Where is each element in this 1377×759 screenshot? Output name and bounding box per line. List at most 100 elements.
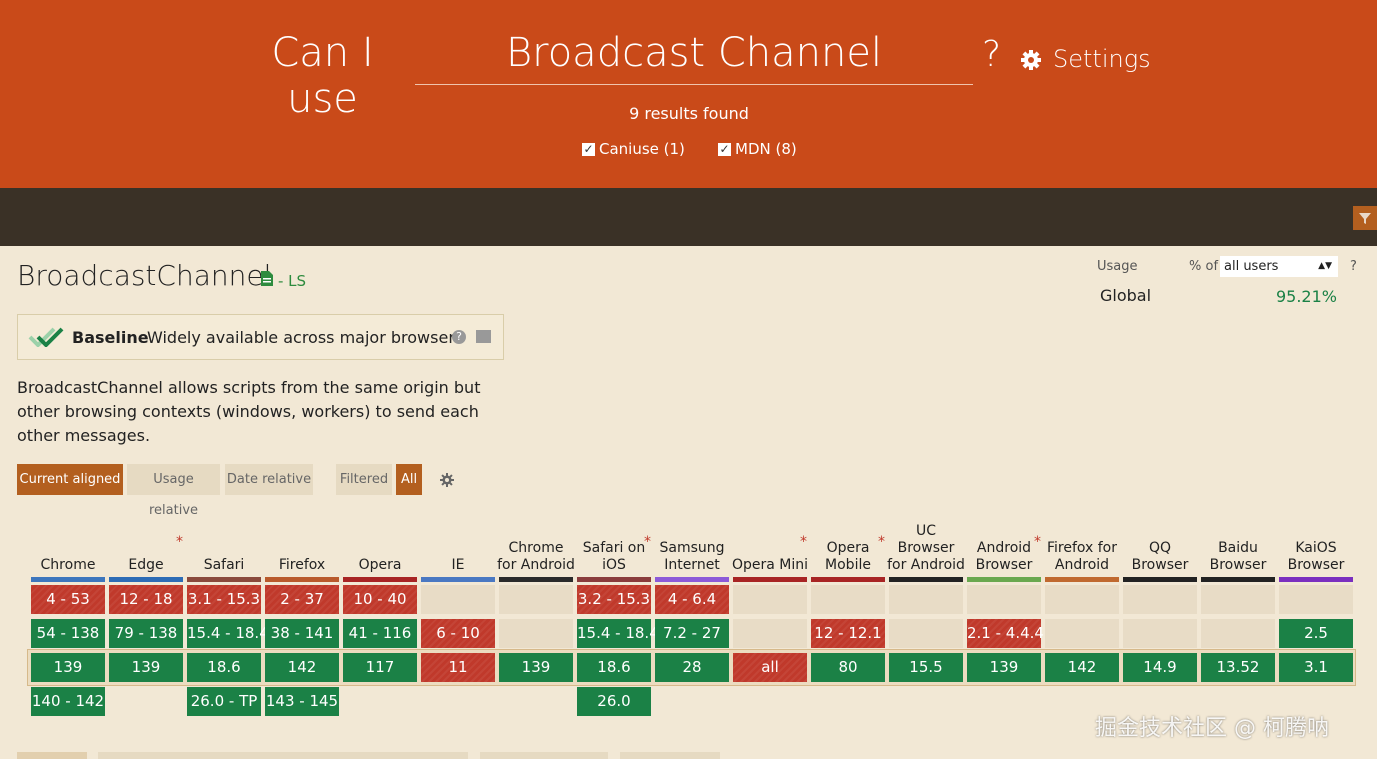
support-cell[interactable]: 26.0	[577, 687, 651, 716]
usage-select[interactable]: all users ▲▼	[1220, 256, 1338, 277]
settings[interactable]: Settings	[1053, 45, 1151, 73]
browser-name: Safari on iOS	[582, 540, 646, 573]
browser-header[interactable]: Firefox	[263, 500, 341, 574]
browser-header[interactable]: Safari on iOS *	[575, 500, 653, 574]
help[interactable]: ?	[982, 34, 1002, 75]
filter-button[interactable]	[1353, 206, 1377, 230]
header: Can I use Broadcast Channel ? Settings 9…	[0, 0, 1377, 188]
browser-header[interactable]: QQ Browser	[1121, 500, 1199, 574]
empty-cell	[1279, 585, 1353, 614]
support-cell[interactable]: 2.1 - 4.4.4	[967, 619, 1044, 648]
support-cell[interactable]: 12 - 18	[109, 585, 183, 614]
support-cell[interactable]: 3.1	[1279, 653, 1353, 682]
feature-description: BroadcastChannel allows scripts from the…	[17, 378, 481, 445]
browser-header[interactable]: KaiOS Browser	[1277, 500, 1355, 574]
support-cell[interactable]: all	[733, 653, 807, 682]
search-input[interactable]: Broadcast Channel	[415, 30, 973, 85]
support-cell[interactable]: 79 - 138	[109, 619, 183, 648]
lower-tab	[620, 752, 720, 759]
tab[interactable]: Usage relative	[127, 464, 220, 518]
filter-mdn[interactable]: ✓ MDN (8)	[718, 140, 797, 158]
browser-bar	[577, 577, 651, 582]
spec-status: - LS	[278, 272, 307, 290]
empty-cell	[499, 585, 573, 614]
browser-header[interactable]: Edge *	[107, 500, 185, 574]
browser-header[interactable]: Opera	[341, 500, 419, 574]
filter-tab[interactable]: Filtered	[336, 464, 392, 495]
browser-header[interactable]: UC Browser for Android	[887, 500, 965, 574]
browser-header[interactable]: Chrome for Android	[497, 500, 575, 574]
browser-bar	[1045, 577, 1119, 582]
browser-header[interactable]: Android Browser *	[965, 500, 1043, 574]
filter-tab[interactable]: All	[396, 464, 422, 495]
support-cell[interactable]: 143 - 145	[265, 687, 339, 716]
support-cell[interactable]: 140 - 142	[31, 687, 105, 716]
browser-name: Opera	[358, 557, 402, 573]
browser-header[interactable]: Opera Mini *	[731, 500, 809, 574]
browser-header[interactable]: Samsung Internet	[653, 500, 731, 574]
support-cell[interactable]: 15.4 - 18.4	[577, 619, 659, 648]
support-cell[interactable]: 2.5	[1279, 619, 1353, 648]
support-cell[interactable]: 54 - 138	[31, 619, 105, 648]
brand[interactable]: Can I use	[271, 30, 374, 122]
support-cell[interactable]: 12 - 12.1	[811, 619, 885, 648]
note-marker: *	[644, 534, 651, 550]
support-cell[interactable]: 2 - 37	[265, 585, 339, 614]
support-cell[interactable]: 7.2 - 27	[655, 619, 729, 648]
support-cell[interactable]: 13.52	[1201, 653, 1275, 682]
empty-cell	[1201, 619, 1275, 648]
browser-header[interactable]: Opera Mobile *	[809, 500, 887, 574]
browser-header[interactable]: IE	[419, 500, 497, 574]
browser-header[interactable]: Safari	[185, 500, 263, 574]
support-cell[interactable]: 11	[421, 653, 495, 682]
browser-bar	[889, 577, 963, 582]
browser-name: Firefox for Android	[1046, 540, 1118, 573]
support-cell[interactable]: 10 - 40	[343, 585, 417, 614]
support-cell[interactable]: 80	[811, 653, 885, 682]
support-cell[interactable]: 139	[499, 653, 573, 682]
usage-help[interactable]: ?	[1350, 259, 1357, 274]
support-cell[interactable]: 142	[265, 653, 339, 682]
support-cell[interactable]: 41 - 116	[343, 619, 417, 648]
support-cell[interactable]: 15.4 - 18.4	[187, 619, 269, 648]
support-cell[interactable]: 139	[31, 653, 105, 682]
browser-bar	[733, 577, 807, 582]
browser-bar	[1279, 577, 1353, 582]
browser-header[interactable]: Firefox for Android	[1043, 500, 1121, 574]
doc-icon	[261, 271, 273, 286]
support-cell[interactable]: 139	[967, 653, 1041, 682]
browser-bar	[499, 577, 573, 582]
support-cell[interactable]: 28	[655, 653, 729, 682]
browser-bar	[109, 577, 183, 582]
support-cell[interactable]: 38 - 141	[265, 619, 339, 648]
browser-name: Chrome for Android	[497, 540, 575, 573]
support-cell[interactable]: 6 - 10	[421, 619, 495, 648]
support-cell[interactable]: 4 - 6.4	[655, 585, 729, 614]
browser-name: Edge	[128, 557, 164, 573]
browser-name: Safari	[203, 557, 245, 573]
browser-header[interactable]: Baidu Browser	[1199, 500, 1277, 574]
usage-select-value: all users	[1224, 259, 1279, 274]
tab[interactable]: Date relative	[225, 464, 313, 495]
usage-label: Usage	[1097, 259, 1138, 274]
table-settings[interactable]	[440, 473, 454, 487]
support-cell[interactable]: 139	[109, 653, 183, 682]
support-cell[interactable]: 18.6	[577, 653, 651, 682]
feedback-icon[interactable]	[476, 330, 491, 343]
support-cell[interactable]: 14.9	[1123, 653, 1197, 682]
baseline-help[interactable]: ?	[452, 330, 466, 344]
support-cell[interactable]: 4 - 53	[31, 585, 105, 614]
tab[interactable]: Current aligned	[17, 464, 123, 495]
support-cell[interactable]: 18.6	[187, 653, 261, 682]
support-cell[interactable]: 3.2 - 15.3	[577, 585, 651, 614]
browser-header[interactable]: Chrome	[29, 500, 107, 574]
baseline-box: Baseline Widely available across major b…	[17, 314, 504, 360]
support-cell[interactable]: 117	[343, 653, 417, 682]
support-cell[interactable]: 15.5	[889, 653, 963, 682]
support-cell[interactable]: 3.1 - 15.3	[187, 585, 261, 614]
settings-icon[interactable]	[1020, 49, 1042, 71]
lower-tab	[480, 752, 608, 759]
support-cell[interactable]: 142	[1045, 653, 1119, 682]
filter-caniuse[interactable]: ✓ Caniuse (1)	[582, 140, 685, 158]
support-cell[interactable]: 26.0 - TP	[187, 687, 261, 716]
